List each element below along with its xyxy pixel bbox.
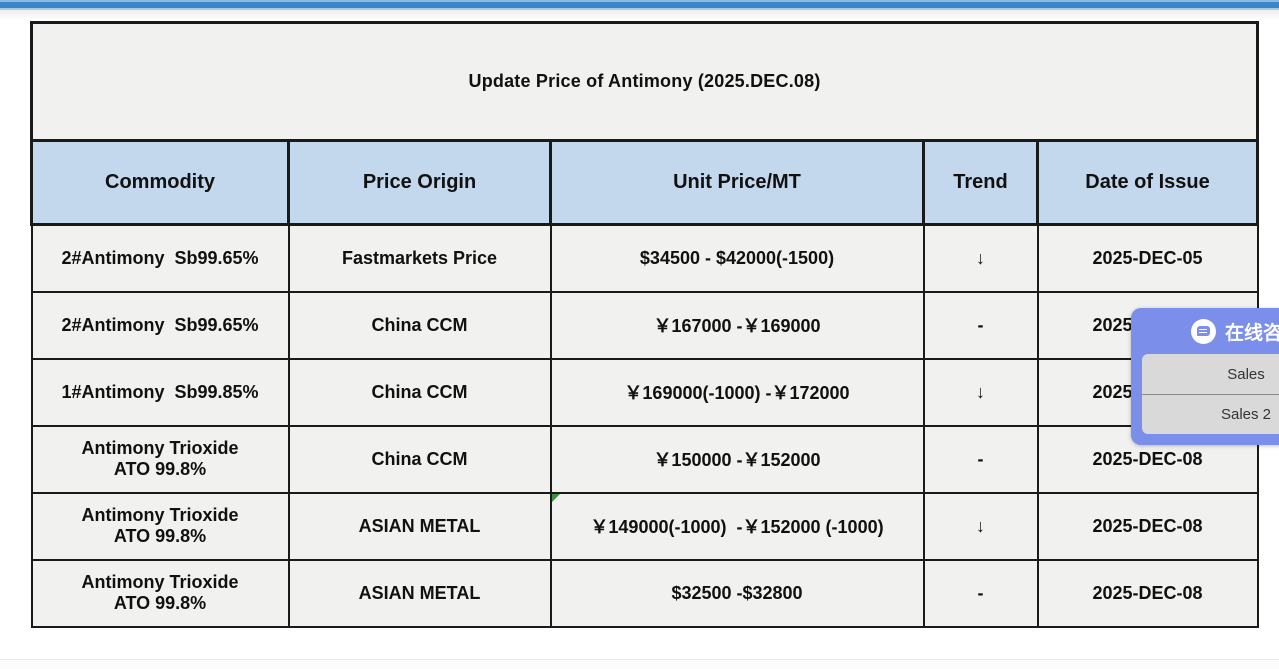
cell-commodity: 1#Antimony Sb99.85% xyxy=(30,357,290,427)
chat-widget[interactable]: 在线咨询 Sales Sales 2 xyxy=(1131,308,1279,445)
chat-sales-item-2[interactable]: Sales 2 xyxy=(1142,394,1279,434)
top-fade xyxy=(0,10,1279,21)
chat-widget-panel: Sales Sales 2 xyxy=(1142,354,1279,434)
column-header-trend: Trend xyxy=(922,139,1039,226)
cell-price-origin: ASIAN METAL xyxy=(287,558,552,628)
cell-date-of-issue: 2025-DEC-05 xyxy=(1036,223,1259,293)
table-row: Antimony Trioxide ATO 99.8% China CCM ￥1… xyxy=(30,424,1259,494)
cell-date-of-issue: 2025-DEC-08 xyxy=(1036,491,1259,561)
trend-flat-dash: - xyxy=(922,290,1039,360)
trend-down-arrow: ↓ xyxy=(922,491,1039,561)
cell-unit-price: ￥169000(-1000) -￥172000 xyxy=(549,357,925,427)
cell-unit-price: $34500 - $42000(-1500) xyxy=(549,223,925,293)
table-title: Update Price of Antimony (2025.DEC.08) xyxy=(29,21,1260,142)
cell-unit-price: ￥150000 -￥152000 xyxy=(549,424,925,494)
chat-widget-title: 在线咨询 xyxy=(1224,322,1279,344)
excel-note-marker xyxy=(552,494,561,503)
table-row: Antimony Trioxide ATO 99.8% ASIAN METAL … xyxy=(30,491,1259,561)
cell-commodity: Antimony Trioxide ATO 99.8% xyxy=(30,424,290,494)
table-row: Antimony Trioxide ATO 99.8% ASIAN METAL … xyxy=(30,558,1259,628)
table-row: 1#Antimony Sb99.85% China CCM ￥169000(-1… xyxy=(30,357,1259,427)
cell-price-origin: China CCM xyxy=(287,424,552,494)
cell-date-of-issue: 2025-DEC-08 xyxy=(1036,558,1259,628)
bottom-strip xyxy=(0,660,1279,669)
cell-price-origin: China CCM xyxy=(287,357,552,427)
cell-unit-price: ￥149000(-1000) -￥152000 (-1000) xyxy=(549,491,925,561)
trend-down-arrow: ↓ xyxy=(922,223,1039,293)
trend-down-arrow: ↓ xyxy=(922,357,1039,427)
cell-price-origin: China CCM xyxy=(287,290,552,360)
cell-price-origin: Fastmarkets Price xyxy=(287,223,552,293)
bottom-divider xyxy=(0,659,1279,660)
cell-commodity: 2#Antimony Sb99.65% xyxy=(30,290,290,360)
cell-unit-price-text: ￥149000(-1000) -￥152000 (-1000) xyxy=(590,517,884,537)
top-window-edge xyxy=(0,0,1279,10)
trend-flat-dash: - xyxy=(922,558,1039,628)
trend-flat-dash: - xyxy=(922,424,1039,494)
price-table: Update Price of Antimony (2025.DEC.08) C… xyxy=(29,21,1260,628)
column-header-date: Date of Issue xyxy=(1035,139,1260,226)
chat-bubble-icon xyxy=(1190,318,1216,344)
column-header-unit-price: Unit Price/MT xyxy=(549,139,925,226)
cell-unit-price: $32500 -$32800 xyxy=(549,558,925,628)
cell-commodity: Antimony Trioxide ATO 99.8% xyxy=(30,491,290,561)
cell-price-origin: ASIAN METAL xyxy=(287,491,552,561)
column-header-commodity: Commodity xyxy=(30,139,290,226)
table-row: 2#Antimony Sb99.65% Fastmarkets Price $3… xyxy=(30,223,1259,293)
cell-commodity: 2#Antimony Sb99.65% xyxy=(30,223,290,293)
chat-widget-header[interactable]: 在线咨询 xyxy=(1131,308,1279,354)
cell-commodity: Antimony Trioxide ATO 99.8% xyxy=(30,558,290,628)
table-row: 2#Antimony Sb99.65% China CCM ￥167000 -￥… xyxy=(30,290,1259,360)
column-header-price-origin: Price Origin xyxy=(287,139,552,226)
chat-sales-item-1[interactable]: Sales xyxy=(1227,365,1265,383)
cell-unit-price: ￥167000 -￥169000 xyxy=(549,290,925,360)
